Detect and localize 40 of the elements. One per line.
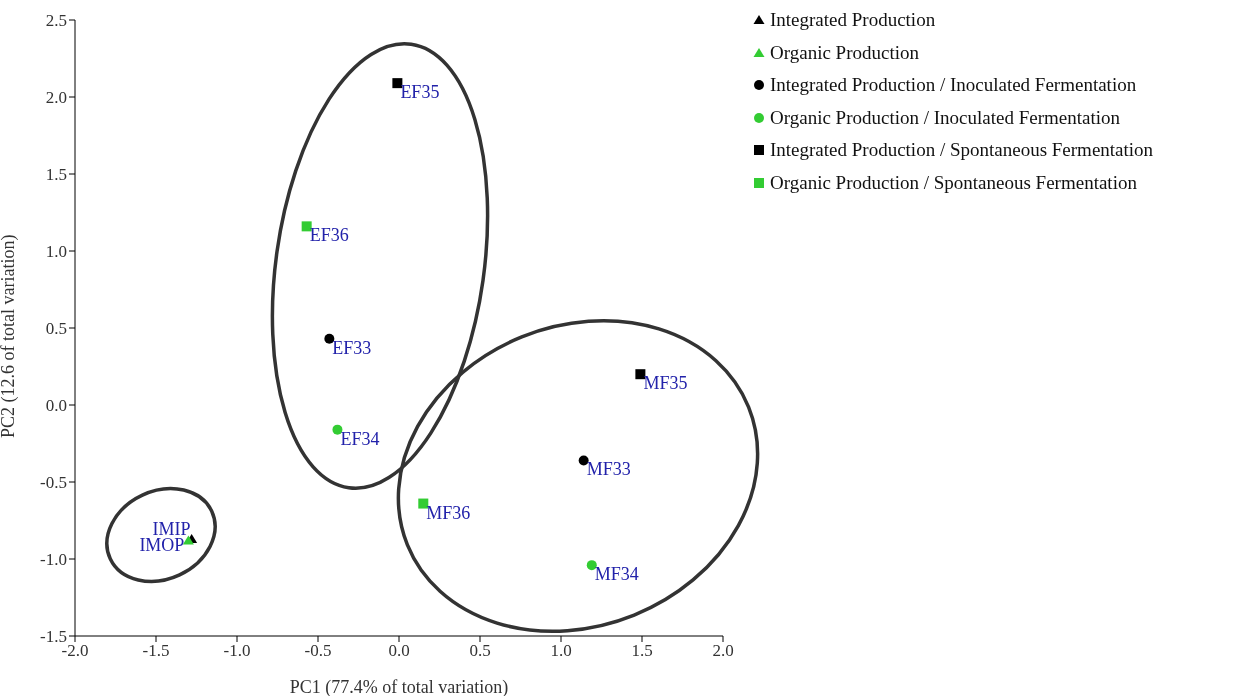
x-tick-label: 1.5	[631, 641, 653, 661]
point	[324, 333, 335, 344]
x-tick-label: 0.5	[469, 641, 491, 661]
point	[578, 455, 589, 466]
y-tick-label: 2.5	[45, 11, 67, 31]
x-tick-label: -1.0	[223, 641, 251, 661]
point	[392, 78, 403, 89]
point	[418, 498, 429, 509]
x-tick-label: -1.5	[142, 641, 170, 661]
annotation: EF35	[400, 82, 440, 103]
y-axis-title: PC2 (12.6 of total variation)	[0, 234, 20, 438]
y-tick-label: 2.0	[45, 88, 67, 108]
annotation: MF34	[594, 564, 639, 585]
x-tick-label: -0.5	[304, 641, 332, 661]
y-tick-label: -0.5	[40, 473, 67, 493]
annotation: MF36	[426, 502, 471, 523]
legend-label: Integrated Production / Spontaneous Fermentation	[770, 139, 1154, 162]
x-axis-title: PC1 (77.4% of total variation)	[289, 677, 509, 696]
annotation: EF33	[332, 337, 372, 358]
y-tick-label: -1.0	[40, 550, 67, 570]
y-tick-label: 1.5	[45, 165, 67, 185]
legend-label: Organic Production	[770, 41, 919, 64]
annotation: EF36	[309, 225, 349, 246]
y-tick-label: 0.5	[45, 319, 67, 339]
legend-label: Integrated Production / Inoculated Fermentation	[770, 74, 1137, 97]
x-tick-label: 1.0	[550, 641, 572, 661]
point	[635, 369, 646, 380]
legend-label: Organic Production / Inoculated Fermentation	[770, 106, 1121, 129]
annotation: MF35	[643, 373, 688, 394]
x-tick-label: 0.0	[388, 641, 410, 661]
y-tick-label: 0.0	[45, 396, 67, 416]
annotation: MF33	[586, 459, 631, 480]
legend-label: Organic Production / Spontaneous Fermentation	[770, 171, 1137, 194]
y-tick-label: 1.0	[45, 242, 67, 262]
point	[586, 560, 597, 571]
annotation: EF34	[340, 428, 380, 449]
point	[301, 221, 312, 232]
legend-label: Integrated Production	[770, 9, 936, 32]
point	[332, 424, 343, 435]
x-tick-label: 2.0	[712, 641, 734, 661]
